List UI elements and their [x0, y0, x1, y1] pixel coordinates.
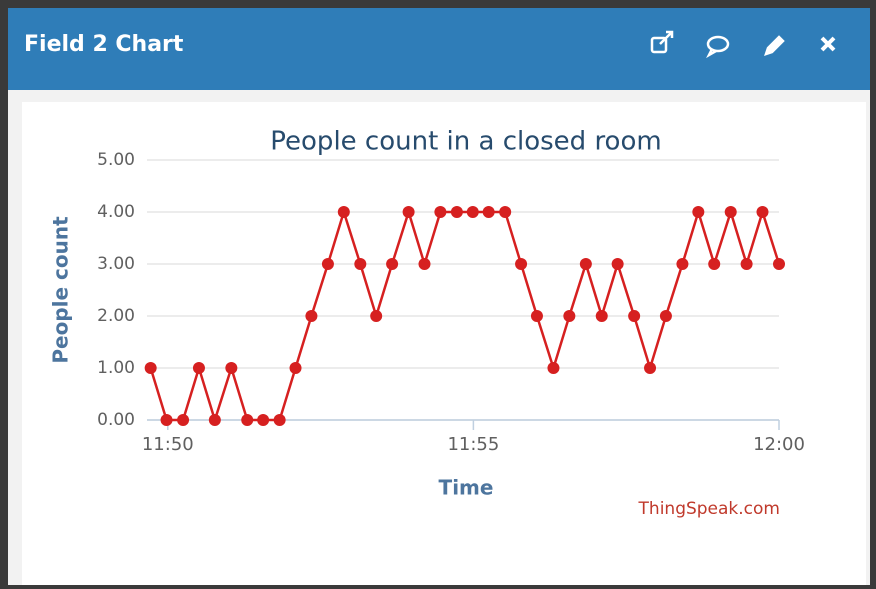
data-point: [144, 362, 157, 374]
x-tick-label: 12:00: [753, 434, 805, 455]
close-icon[interactable]: [820, 36, 836, 52]
data-point: [659, 310, 672, 322]
data-point: [644, 362, 657, 374]
data-point: [611, 258, 624, 270]
data-point: [241, 414, 254, 426]
data-point: [305, 310, 318, 322]
data-point: [547, 362, 560, 374]
data-point: [354, 258, 367, 270]
data-point: [515, 258, 528, 270]
y-tick-label: 3.00: [97, 254, 135, 274]
data-point: [450, 206, 463, 218]
data-point: [289, 362, 302, 374]
data-point: [192, 362, 205, 374]
data-point: [177, 414, 190, 426]
data-point: [386, 258, 399, 270]
data-point: [499, 206, 512, 218]
x-axis-label: Time: [439, 476, 494, 500]
credits[interactable]: ThingSpeak.com: [638, 499, 780, 519]
data-point: [740, 258, 753, 270]
data-point: [563, 310, 576, 322]
chart-area: [22, 102, 866, 585]
data-point: [756, 206, 769, 218]
data-point: [321, 258, 334, 270]
y-tick-label: 5.00: [97, 150, 135, 170]
data-point: [724, 206, 737, 218]
data-point: [676, 258, 689, 270]
y-axis-label: People count: [49, 216, 73, 364]
y-tick-label: 2.00: [97, 306, 135, 326]
data-point: [402, 206, 415, 218]
x-tick-label: 11:50: [142, 434, 194, 455]
chart-title: People count in a closed room: [270, 127, 661, 157]
data-point: [692, 206, 705, 218]
data-point: [337, 206, 350, 218]
y-tick-label: 1.00: [97, 358, 135, 378]
data-point: [225, 362, 238, 374]
data-point: [482, 206, 495, 218]
data-point: [208, 414, 221, 426]
data-point: [418, 258, 431, 270]
open-icon[interactable]: [650, 30, 674, 54]
data-point: [273, 414, 286, 426]
data-point: [466, 206, 479, 218]
data-point: [257, 414, 270, 426]
series-line: [149, 207, 781, 425]
y-tick-label: 0.00: [97, 410, 135, 430]
data-point: [370, 310, 383, 322]
data-point: [773, 258, 785, 270]
edit-icon[interactable]: [764, 35, 785, 56]
header-title: Field 2 Chart: [24, 32, 184, 57]
data-point: [579, 258, 592, 270]
data-point: [434, 206, 447, 218]
data-point: [160, 414, 173, 426]
data-point: [530, 310, 543, 322]
data-point: [595, 310, 608, 322]
data-point: [708, 258, 721, 270]
y-tick-label: 4.00: [97, 202, 135, 222]
data-point: [628, 310, 641, 322]
comment-icon[interactable]: [706, 35, 730, 59]
header-icons: [650, 30, 836, 59]
x-tick-label: 11:55: [447, 434, 499, 455]
